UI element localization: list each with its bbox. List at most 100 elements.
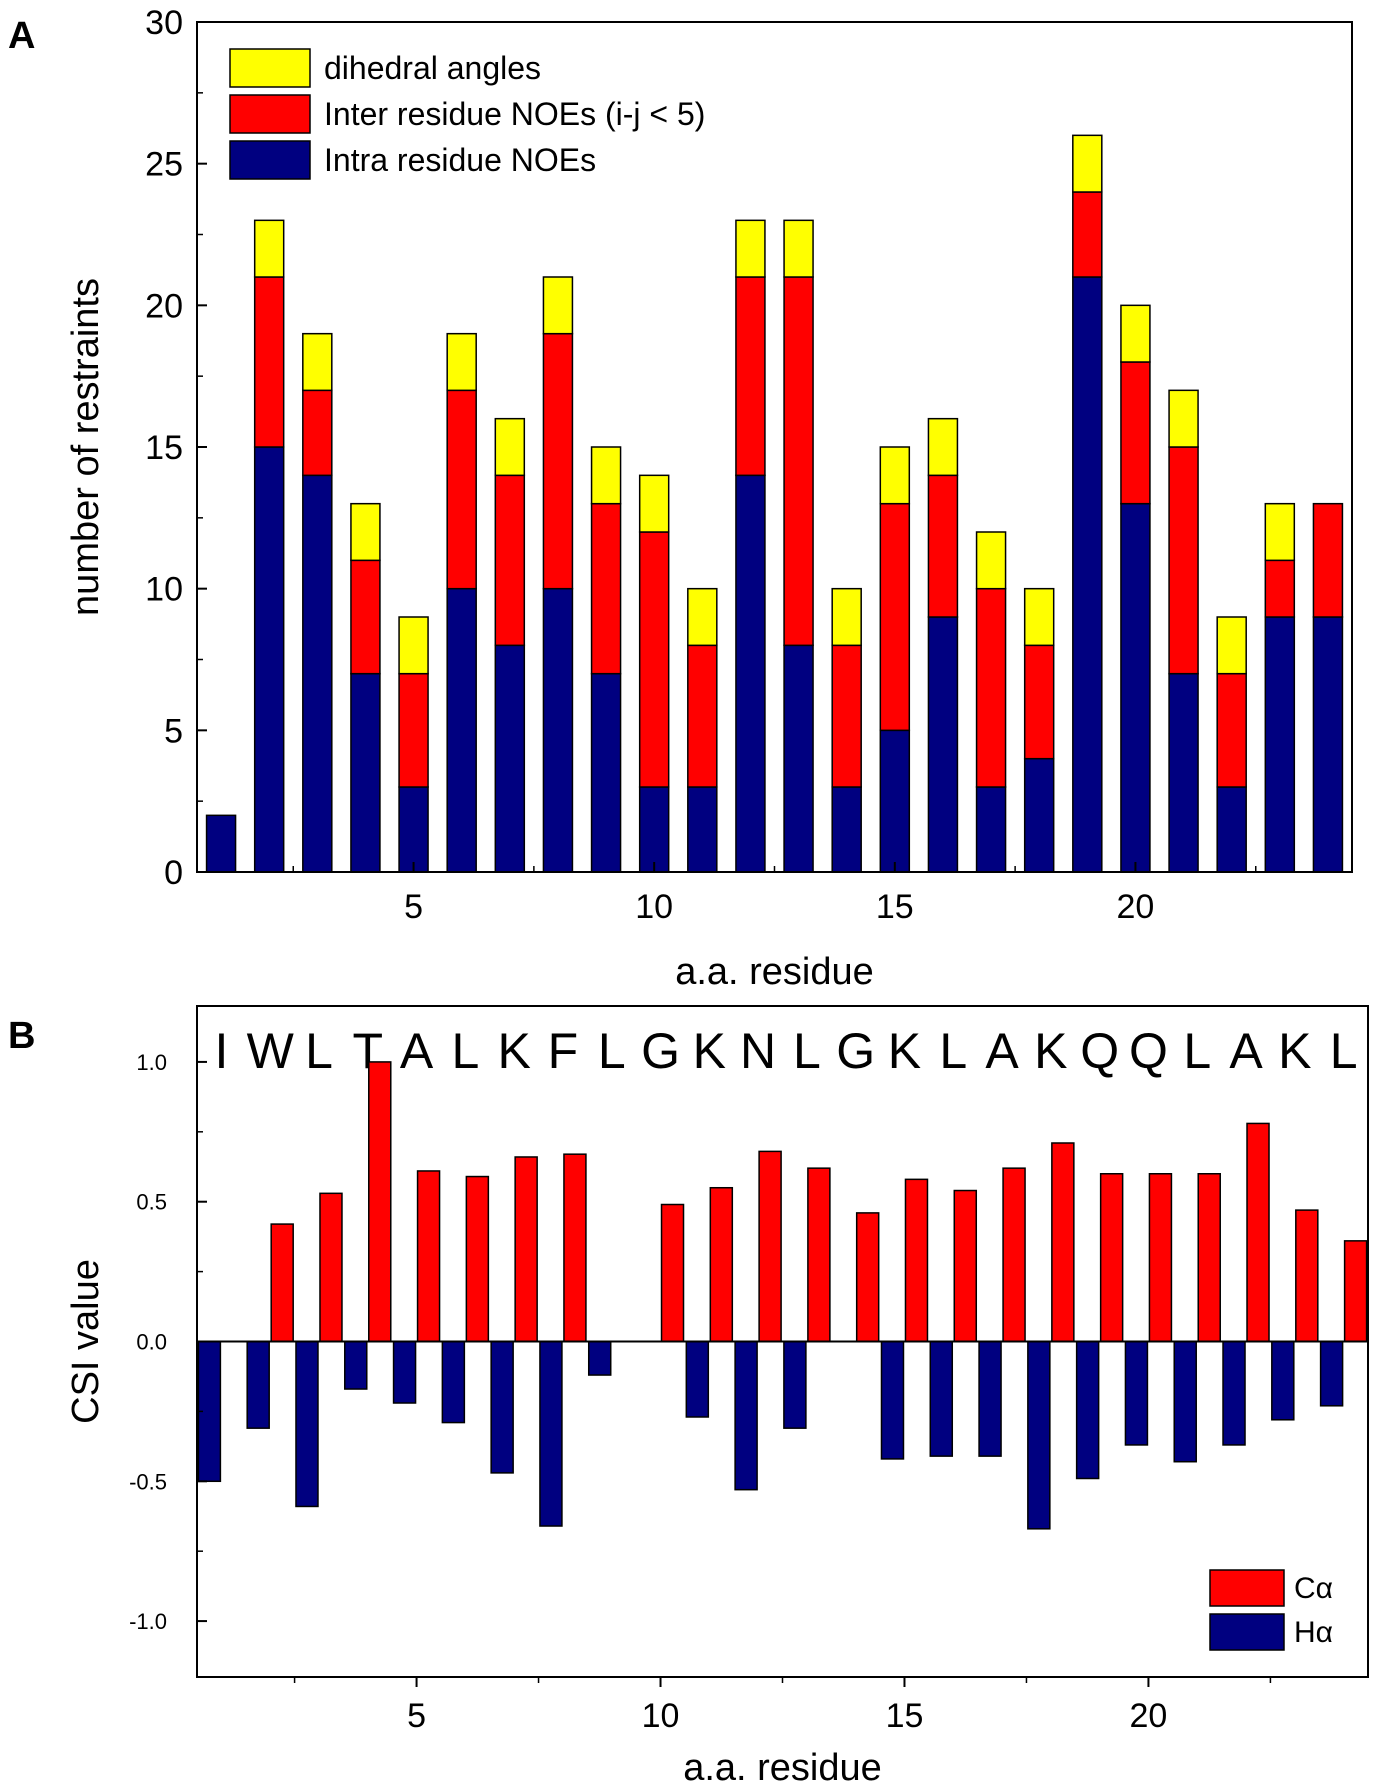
bar-inter-residue-5 [398,672,429,788]
panel-b-x-axis-label: a.a. residue [683,1747,882,1789]
bar-calpha-residue-16 [953,1189,978,1343]
sequence-letter-22: A [1229,1023,1263,1079]
bar-halpha-residue-9 [587,1340,612,1376]
x-tick-label: 5 [407,1697,426,1735]
bar-dihedral-residue-11 [687,587,718,647]
bar-inter-residue-12 [735,276,766,477]
bar-intra-residue-8 [542,587,574,873]
bar-inter-residue-14 [831,644,862,788]
bar-halpha-residue-22 [1222,1340,1246,1446]
bar-inter-residue-7 [494,474,526,647]
bar-inter-residue-20 [1120,361,1151,505]
bar-halpha-residue-21 [1173,1340,1197,1463]
bar-halpha-residue-15 [880,1340,905,1460]
y-tick-label: 5 [164,712,183,750]
bar-dihedral-residue-17 [975,531,1007,590]
y-tick-label: 20 [145,287,183,325]
bar-calpha-residue-18 [1051,1142,1075,1343]
bar-halpha-residue-13 [783,1340,807,1429]
bar-inter-residue-11 [687,644,718,788]
bar-dihedral-residue-10 [638,474,670,533]
sequence-letter-6: L [451,1023,479,1079]
bar-inter-residue-2 [253,276,285,448]
bar-halpha-residue-5 [392,1340,417,1404]
bar-intra-residue-18 [1023,757,1055,873]
x-tick-label: 15 [876,888,914,926]
bar-intra-residue-19 [1072,276,1103,873]
bar-intra-residue-14 [831,786,862,873]
panel-a-bars [205,134,1344,873]
bar-intra-residue-2 [253,446,285,873]
panel-b-bars [197,1061,1368,1530]
panel-b-y-axis-label: CSI value [65,1259,107,1424]
y-tick-label: 25 [145,146,183,184]
bar-intra-residue-16 [927,616,959,873]
bar-inter-residue-19 [1072,191,1103,278]
sequence-letter-20: Q [1129,1023,1168,1079]
panel-a-y-axis-label: number of restraints [65,278,107,616]
sequence-letter-3: L [305,1023,333,1079]
x-tick-label: 5 [404,888,423,926]
sequence-letter-1: I [214,1023,228,1079]
bar-halpha-residue-20 [1124,1340,1149,1446]
bar-calpha-residue-22 [1246,1122,1270,1343]
bar-calpha-residue-20 [1148,1173,1173,1343]
y-tick-label: 10 [145,571,183,609]
bar-intra-residue-13 [783,644,814,873]
bar-intra-residue-7 [494,644,526,873]
panel-a-legend: dihedral angles Inter residue NOEs (i-j <… [229,48,705,180]
bar-halpha-residue-16 [929,1340,954,1457]
sequence-letter-23: K [1278,1023,1311,1079]
y-tick-label: 1.0 [136,1050,167,1075]
bar-halpha-residue-23 [1271,1340,1295,1421]
bar-calpha-residue-5 [416,1170,441,1343]
bar-dihedral-residue-3 [302,332,333,392]
bar-calpha-residue-23 [1295,1209,1319,1343]
bar-dihedral-residue-14 [831,587,862,647]
legend-label-dihedral: dihedral angles [324,50,541,86]
bar-halpha-residue-12 [734,1340,758,1491]
bar-intra-residue-12 [735,474,766,873]
legend-swatch-calpha [1209,1569,1285,1607]
bar-dihedral-residue-8 [542,276,574,335]
y-tick-label: 0 [164,854,183,892]
legend-swatch-dihedral [229,48,311,88]
bar-inter-residue-23 [1264,559,1296,618]
x-tick-label: 10 [642,1697,680,1735]
bar-halpha-residue-24 [1319,1340,1344,1407]
panel-b-legend: Cα Hα [1209,1569,1333,1651]
legend-swatch-inter [229,94,311,134]
y-tick-label: 0.5 [136,1190,167,1215]
bar-intra-residue-10 [638,786,670,873]
bar-intra-residue-3 [302,474,333,873]
bar-halpha-residue-3 [295,1340,319,1508]
bar-dihedral-residue-18 [1023,587,1055,647]
bar-inter-residue-17 [975,587,1007,788]
bar-intra-residue-11 [687,786,718,873]
bar-dihedral-residue-12 [735,219,766,278]
bar-calpha-residue-15 [904,1178,929,1343]
sequence-letter-7: K [497,1023,530,1079]
bar-halpha-residue-11 [685,1340,710,1418]
bar-dihedral-residue-6 [446,332,477,392]
sequence-letter-12: N [740,1023,776,1079]
bar-halpha-residue-2 [246,1340,270,1429]
x-tick-label: 10 [635,888,673,926]
bar-dihedral-residue-19 [1072,134,1103,193]
sequence-letter-15: K [888,1023,921,1079]
bar-intra-residue-17 [975,786,1007,873]
bar-inter-residue-22 [1216,672,1247,788]
legend-swatch-intra [229,140,311,180]
panel-b-letter: B [8,1015,35,1057]
x-tick-label: 20 [1117,888,1155,926]
bar-halpha-residue-17 [978,1340,1002,1457]
bar-calpha-residue-8 [563,1153,587,1343]
bar-halpha-residue-7 [490,1340,514,1474]
sequence-letter-16: L [939,1023,967,1079]
bar-calpha-residue-4 [368,1061,392,1343]
bar-dihedral-residue-7 [494,417,526,477]
x-tick-label: 15 [886,1697,924,1735]
sequence-letter-10: G [641,1023,680,1079]
